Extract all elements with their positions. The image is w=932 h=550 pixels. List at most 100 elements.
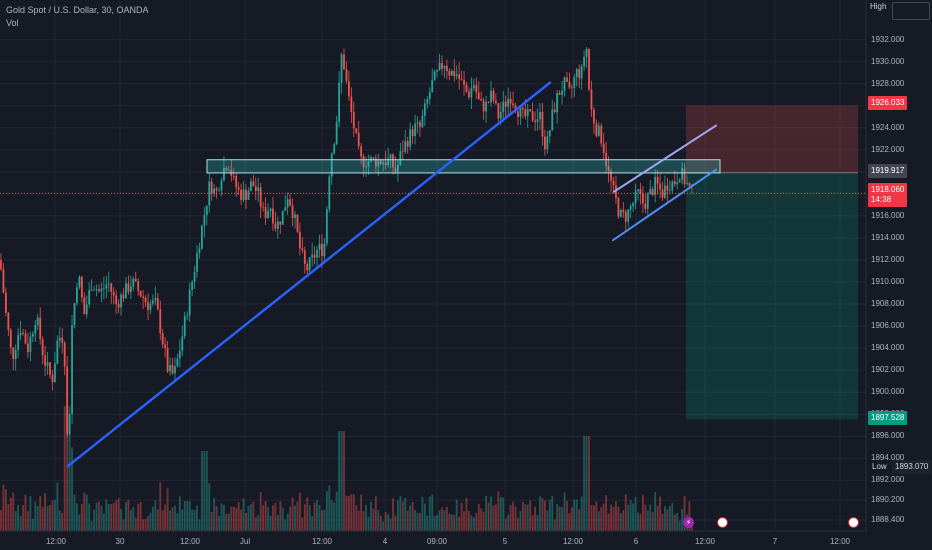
candle-body bbox=[127, 283, 130, 292]
candle-body bbox=[171, 364, 174, 374]
volume-bar bbox=[31, 518, 34, 531]
volume-bar bbox=[313, 502, 316, 531]
volume-bar bbox=[460, 502, 463, 531]
volume-bar bbox=[497, 491, 500, 531]
ascending-trendline bbox=[66, 81, 552, 468]
candle-body bbox=[276, 221, 279, 229]
volume-bar bbox=[392, 498, 394, 531]
candle-body bbox=[34, 324, 37, 334]
volume-bar bbox=[29, 496, 32, 531]
candle-body bbox=[149, 303, 152, 310]
candle-body bbox=[455, 74, 458, 77]
volume-bar bbox=[563, 492, 566, 531]
volume-bar bbox=[597, 511, 600, 531]
volume-bar bbox=[370, 501, 372, 531]
candle-body bbox=[198, 248, 201, 254]
candle-body bbox=[612, 180, 615, 186]
symbol-title[interactable]: Gold Spot / U.S. Dollar, 30, OANDA bbox=[6, 5, 149, 15]
candle-body bbox=[401, 151, 404, 153]
candle-body bbox=[485, 101, 487, 112]
candle-body bbox=[416, 122, 419, 124]
volume-bar bbox=[279, 501, 282, 531]
volume-bar bbox=[321, 510, 323, 531]
candle-body bbox=[681, 168, 683, 181]
volume-bar bbox=[654, 491, 657, 531]
candle-body bbox=[597, 125, 600, 136]
take-profit-zone bbox=[686, 172, 858, 420]
candle-body bbox=[661, 189, 664, 198]
volume-bar bbox=[463, 511, 465, 531]
price-tick-label: 1892.000 bbox=[871, 475, 905, 485]
volume-bar bbox=[269, 515, 272, 531]
candle-body bbox=[240, 189, 242, 200]
candle-body bbox=[583, 56, 585, 67]
volume-bar bbox=[333, 502, 336, 531]
candle-body bbox=[328, 176, 331, 210]
candle-body bbox=[470, 88, 473, 98]
candle-body bbox=[622, 210, 625, 212]
volume-bar bbox=[264, 501, 267, 531]
candle-body bbox=[492, 90, 495, 101]
candle-body bbox=[257, 187, 260, 191]
volume-bar bbox=[343, 431, 345, 531]
candle-body bbox=[254, 186, 257, 191]
candle-body bbox=[294, 214, 296, 218]
volume-bar bbox=[63, 406, 66, 531]
volume-bar bbox=[578, 509, 581, 531]
volume-bar bbox=[14, 511, 17, 531]
volume-bar bbox=[318, 505, 321, 531]
candle-body bbox=[348, 81, 350, 97]
volume-bar bbox=[411, 501, 414, 531]
volume-bar bbox=[134, 517, 137, 531]
candle-body bbox=[610, 170, 612, 181]
candle-body bbox=[321, 243, 323, 257]
volume-bar bbox=[553, 519, 556, 531]
candle-body bbox=[107, 283, 110, 285]
volume-bar bbox=[409, 505, 412, 531]
volume-bar bbox=[441, 507, 443, 531]
alert-lightning-icon[interactable]: ⚡ bbox=[683, 517, 694, 528]
candle-body bbox=[443, 65, 446, 69]
us-flag-icon[interactable] bbox=[717, 517, 728, 528]
time-tick-label: 5 bbox=[502, 537, 508, 546]
us-flag-icon-2[interactable] bbox=[848, 517, 859, 528]
candle-body bbox=[563, 77, 566, 91]
candle-body bbox=[602, 143, 605, 154]
candle-body bbox=[561, 90, 563, 95]
volume-bar bbox=[649, 504, 652, 531]
time-tick-label: 12:00 bbox=[311, 537, 333, 546]
volume-bar bbox=[512, 501, 514, 531]
volume-bar bbox=[154, 500, 157, 531]
candle-body bbox=[654, 176, 657, 195]
volume-bar bbox=[477, 503, 480, 531]
volume-bar bbox=[357, 510, 360, 531]
candle-body bbox=[36, 317, 39, 325]
candle-body bbox=[365, 166, 367, 168]
candle-body bbox=[235, 175, 238, 188]
volume-label[interactable]: Vol bbox=[6, 18, 19, 28]
candle-body bbox=[156, 298, 159, 310]
volume-bar bbox=[230, 506, 233, 531]
volume-bar bbox=[171, 507, 174, 531]
candle-body bbox=[477, 92, 480, 99]
volume-bar bbox=[374, 496, 377, 531]
volume-bar bbox=[166, 488, 169, 531]
candle-body bbox=[578, 69, 581, 79]
candle-body bbox=[480, 98, 483, 101]
chart-drawings bbox=[0, 81, 866, 468]
volume-bar bbox=[71, 447, 73, 531]
candle-body bbox=[499, 111, 502, 119]
candle-body bbox=[382, 162, 385, 165]
candle-body bbox=[441, 62, 443, 69]
candle-body bbox=[544, 136, 546, 150]
candle-body bbox=[169, 364, 171, 372]
volume-bar bbox=[436, 515, 438, 531]
candle-body bbox=[541, 112, 544, 137]
volume-bar bbox=[210, 511, 213, 531]
candle-body bbox=[399, 151, 402, 165]
volume-bar bbox=[218, 515, 220, 531]
volume-bar bbox=[382, 521, 385, 531]
candle-body bbox=[666, 185, 669, 191]
volume-bar bbox=[257, 515, 260, 531]
